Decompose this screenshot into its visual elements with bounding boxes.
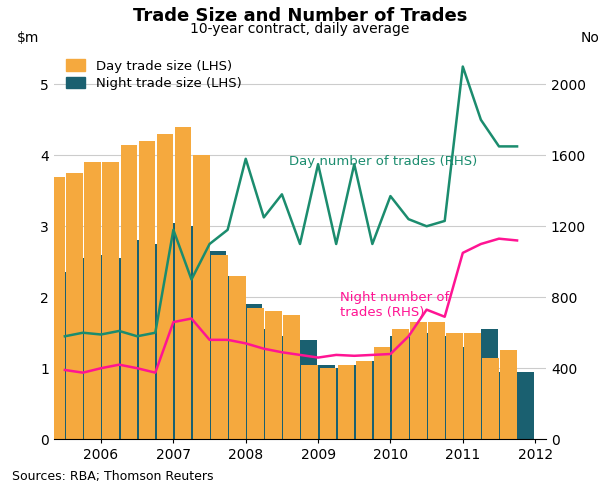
Bar [103,163,119,439]
Text: Trade Size and Number of Trades: Trade Size and Number of Trades [133,7,467,25]
Bar [66,173,83,439]
Bar [83,258,100,439]
Bar [264,329,280,439]
Bar [318,365,335,439]
Bar [101,255,118,439]
Bar [392,329,409,439]
Bar [499,372,515,439]
Bar [246,305,262,439]
Bar [173,223,190,439]
Bar [445,336,461,439]
Bar [300,340,317,439]
Bar [282,336,299,439]
Bar [354,365,371,439]
Text: 10-year contract, daily average: 10-year contract, daily average [190,22,410,36]
Text: Night number of
trades (RHS): Night number of trades (RHS) [340,290,449,319]
Bar [137,241,154,439]
Bar [482,358,499,439]
Bar [481,329,497,439]
Bar [119,258,136,439]
Bar [410,322,427,439]
Bar [191,226,208,439]
Bar [463,347,479,439]
Bar [338,365,354,439]
Bar [175,127,191,439]
Bar [446,333,463,439]
Bar [409,333,425,439]
Legend: Day trade size (LHS), Night trade size (LHS): Day trade size (LHS), Night trade size (… [65,60,242,90]
Bar [209,251,226,439]
Bar [374,347,391,439]
Bar [500,350,517,439]
Bar [85,163,101,439]
Bar [356,361,373,439]
Bar [48,177,65,439]
Bar [121,144,137,439]
Bar [247,308,264,439]
Bar [427,333,443,439]
Bar [428,322,445,439]
Text: No: No [580,31,599,45]
Bar [265,311,282,439]
Bar [336,368,353,439]
Bar [193,155,209,439]
Bar [373,361,389,439]
Bar [227,276,244,439]
Text: Day number of trades (RHS): Day number of trades (RHS) [289,155,478,168]
Bar [157,134,173,439]
Bar [320,368,336,439]
Bar [301,365,318,439]
Bar [517,372,533,439]
Text: Sources: RBA; Thomson Reuters: Sources: RBA; Thomson Reuters [12,470,214,483]
Bar [283,315,300,439]
Bar [229,276,246,439]
Bar [211,255,227,439]
Bar [155,244,172,439]
Bar [464,333,481,439]
Bar [65,272,82,439]
Bar [391,336,407,439]
Text: $m: $m [17,31,40,45]
Bar [139,141,155,439]
